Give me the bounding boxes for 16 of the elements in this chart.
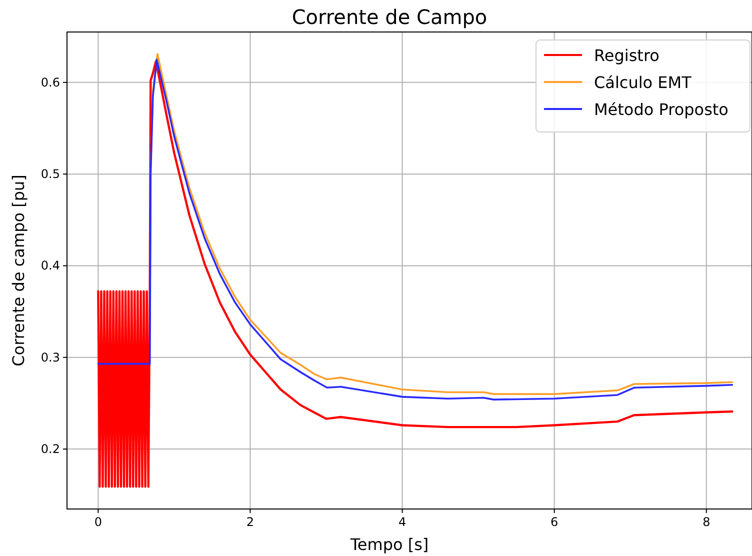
y-tick-label: 0.6 [40, 75, 60, 90]
chart-title: Corrente de Campo [292, 5, 488, 29]
legend-label: Cálculo EMT [594, 73, 692, 92]
x-tick-label: 2 [246, 515, 254, 529]
y-axis-title: Corrente de campo [pu] [9, 174, 28, 366]
y-tick-label: 0.3 [40, 350, 60, 364]
y-tick-label: 0.4 [40, 258, 60, 273]
x-tick-label: 0 [94, 515, 102, 529]
legend-label: Método Proposto [594, 100, 728, 119]
x-tick-label: 8 [702, 515, 710, 529]
y-tick-label: 0.5 [40, 167, 60, 182]
x-tick-label: 4 [398, 515, 406, 529]
x-tick-label: 6 [550, 515, 558, 529]
y-tick-label: 0.2 [40, 442, 60, 456]
x-axis-title: Tempo [s] [349, 535, 429, 554]
legend-label: Registro [594, 46, 660, 65]
